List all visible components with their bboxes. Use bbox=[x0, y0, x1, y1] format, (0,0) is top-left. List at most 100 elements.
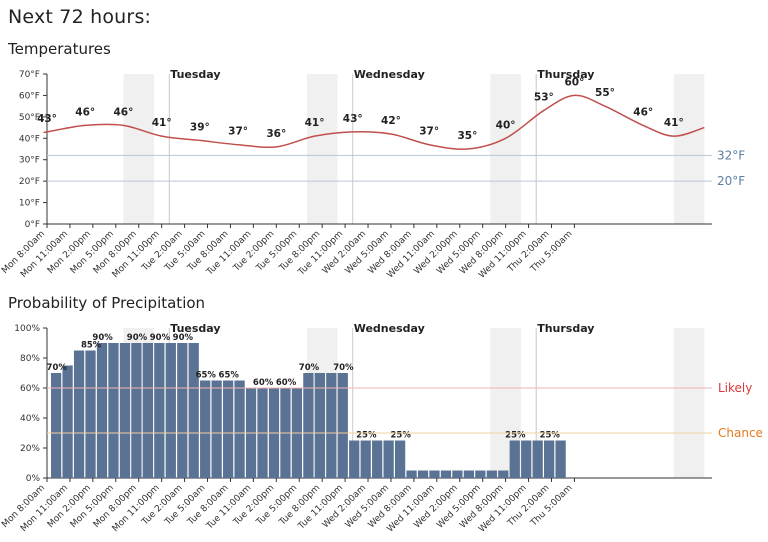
temperature-point-label: 35° bbox=[457, 130, 477, 142]
precipitation-bar bbox=[303, 373, 314, 478]
temperature-point-label: 36° bbox=[266, 128, 286, 140]
precipitation-chart-title: Probability of Precipitation bbox=[8, 294, 206, 312]
precip-y-tick-label: 40% bbox=[20, 414, 40, 424]
precipitation-bar bbox=[429, 470, 440, 478]
temp-ref-label: 20°F bbox=[717, 174, 745, 188]
temp-y-tick-label: 70°F bbox=[19, 70, 40, 80]
temperature-point-label: 39° bbox=[190, 121, 210, 133]
temp-night-band bbox=[673, 74, 705, 224]
temp-y-tick-label: 10°F bbox=[19, 199, 40, 209]
temp-night-band bbox=[490, 74, 521, 224]
precipitation-bar bbox=[165, 343, 176, 478]
precipitation-bar-label: 70% bbox=[47, 363, 68, 373]
temperature-point-label: 46° bbox=[75, 106, 95, 118]
temperature-point-label: 46° bbox=[113, 106, 133, 118]
precipitation-bar bbox=[73, 350, 85, 478]
temp-y-tick-label: 50°F bbox=[19, 113, 40, 123]
page-title: Next 72 hours: bbox=[8, 6, 152, 28]
temp-day-label: Wednesday bbox=[354, 68, 425, 81]
temperature-point-label: 40° bbox=[496, 119, 516, 131]
precipitation-bar-label: 65% bbox=[196, 371, 217, 381]
temp-day-label: Thursday bbox=[537, 68, 594, 81]
precipitation-bar bbox=[51, 373, 62, 478]
precipitation-bar bbox=[452, 470, 463, 478]
precip-ref-label: Likely bbox=[718, 381, 752, 395]
precipitation-bar bbox=[337, 373, 348, 478]
precipitation-bar-label: 25% bbox=[391, 431, 412, 441]
temperature-point-label: 43° bbox=[37, 113, 57, 125]
precipitation-bar bbox=[394, 440, 406, 478]
precipitation-bar-label: 25% bbox=[540, 431, 561, 441]
temperature-point-label: 37° bbox=[228, 126, 248, 138]
precipitation-bar-label: 90% bbox=[150, 333, 171, 343]
temperature-point-label: 41° bbox=[152, 117, 172, 129]
precipitation-bar-label: 65% bbox=[219, 371, 240, 381]
precipitation-bar bbox=[62, 365, 73, 478]
precip-y-tick-label: 0% bbox=[26, 474, 41, 484]
precipitation-bar bbox=[85, 350, 96, 478]
precipitation-bar bbox=[142, 343, 153, 478]
precipitation-bar bbox=[532, 440, 543, 478]
precipitation-bar bbox=[326, 373, 337, 478]
precipitation-bar bbox=[154, 343, 165, 478]
precipitation-bar bbox=[96, 343, 108, 478]
precipitation-bar-label: 25% bbox=[505, 431, 526, 441]
precipitation-bar bbox=[177, 343, 188, 478]
temp-y-tick-label: 40°F bbox=[19, 134, 40, 144]
precipitation-bar-label: 25% bbox=[356, 431, 377, 441]
temperature-point-label: 60° bbox=[564, 76, 584, 88]
precipitation-bar bbox=[222, 380, 234, 478]
precipitation-bar bbox=[119, 343, 131, 478]
precipitation-bar bbox=[234, 380, 245, 478]
precipitation-bar bbox=[509, 440, 520, 478]
temp-y-tick-label: 60°F bbox=[19, 91, 40, 101]
temperature-point-label: 41° bbox=[664, 117, 684, 129]
precipitation-bar bbox=[383, 440, 394, 478]
precipitation-bar bbox=[406, 470, 417, 478]
temp-y-tick-label: 0°F bbox=[25, 220, 40, 230]
temp-y-tick-label: 30°F bbox=[19, 156, 40, 166]
temp-day-label: Tuesday bbox=[170, 68, 220, 81]
precip-y-tick-label: 60% bbox=[20, 384, 40, 394]
precipitation-bar bbox=[108, 343, 119, 478]
temp-ref-label: 32°F bbox=[717, 148, 745, 162]
precip-ref-label: Chance bbox=[718, 426, 763, 440]
temperature-point-label: 43° bbox=[343, 113, 363, 125]
precipitation-bar-label: 85% bbox=[81, 341, 102, 351]
precipitation-bar bbox=[544, 440, 555, 478]
precip-day-label: Thursday bbox=[537, 322, 594, 335]
temperature-point-label: 37° bbox=[419, 126, 439, 138]
precipitation-bar bbox=[314, 373, 325, 478]
temp-night-band bbox=[123, 74, 155, 224]
precip-night-band bbox=[673, 328, 705, 478]
precipitation-bar-label: 60% bbox=[276, 378, 297, 388]
precipitation-bar bbox=[440, 470, 452, 478]
precipitation-bar bbox=[521, 440, 532, 478]
precipitation-bar-label: 70% bbox=[299, 363, 320, 373]
precip-day-label: Wednesday bbox=[354, 322, 425, 335]
temperature-line bbox=[43, 94, 705, 150]
precipitation-bar bbox=[188, 343, 199, 478]
precipitation-bar bbox=[200, 380, 211, 478]
precipitation-bar-label: 70% bbox=[333, 363, 354, 373]
precip-y-tick-label: 80% bbox=[20, 354, 40, 364]
temperature-point-label: 53° bbox=[534, 91, 554, 103]
precipitation-bar bbox=[475, 470, 486, 478]
precipitation-bar bbox=[349, 440, 360, 478]
temperature-chart-title: Temperatures bbox=[8, 40, 111, 58]
precip-y-tick-label: 100% bbox=[14, 324, 40, 334]
precipitation-bar bbox=[417, 470, 429, 478]
precipitation-bar bbox=[498, 470, 509, 478]
precip-y-tick-label: 20% bbox=[20, 444, 40, 454]
precipitation-bar bbox=[463, 470, 475, 478]
precipitation-bar-label: 60% bbox=[253, 378, 274, 388]
precipitation-bar-label: 90% bbox=[92, 333, 113, 343]
precipitation-bar-label: 90% bbox=[127, 333, 148, 343]
temperature-point-label: 42° bbox=[381, 115, 401, 127]
precipitation-bar bbox=[131, 343, 142, 478]
temp-night-band bbox=[306, 74, 338, 224]
precipitation-bar bbox=[360, 440, 371, 478]
temp-y-tick-label: 20°F bbox=[19, 177, 40, 187]
precipitation-bar bbox=[211, 380, 222, 478]
